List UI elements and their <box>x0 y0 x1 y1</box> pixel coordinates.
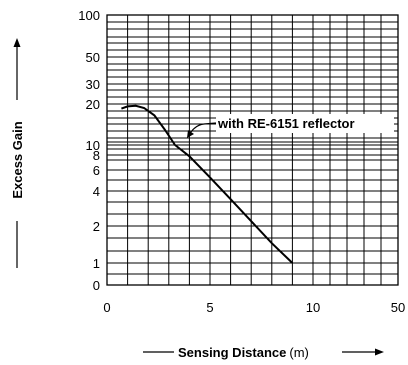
annotation-pointer <box>187 122 217 138</box>
y-tick-label: 50 <box>86 50 100 65</box>
y-tick-label: 0 <box>93 278 100 293</box>
x-axis-title-text: Sensing Distance <box>178 345 286 360</box>
annotation-label: with RE-6151 reflector <box>217 116 355 131</box>
y-tick-label: 6 <box>93 163 100 178</box>
x-axis-arrowhead <box>375 348 384 356</box>
y-tick-label: 10 <box>86 138 100 153</box>
y-tick-label: 2 <box>93 219 100 234</box>
y-tick-label: 1 <box>93 256 100 271</box>
x-axis-unit: (m) <box>289 345 309 360</box>
pointer-arrowhead <box>187 130 194 138</box>
x-tick-label: 10 <box>306 300 320 315</box>
y-tick-label: 100 <box>78 8 100 23</box>
x-tick-label: 50 <box>391 300 405 315</box>
y-axis-title: Excess Gain <box>10 121 25 198</box>
y-axis-title-group: Excess Gain <box>10 38 25 268</box>
y-tick-label: 8 <box>93 148 100 163</box>
annotation-label-box <box>216 114 394 133</box>
y-axis-arrowhead <box>13 38 21 47</box>
y-tick-label: 20 <box>86 97 100 112</box>
x-axis-title: Sensing Distance (m) <box>178 345 309 360</box>
plot-frame <box>106 14 399 286</box>
y-tick-label: 4 <box>93 184 100 199</box>
x-tick-label: 0 <box>103 300 110 315</box>
y-tick-label: 30 <box>86 77 100 92</box>
series-line-re-6151 <box>121 104 294 264</box>
x-tick-label: 5 <box>206 300 213 315</box>
x-axis-title-group: Sensing Distance (m) <box>143 345 384 360</box>
pointer-line <box>190 122 217 133</box>
x-tick-labels: 0 5 10 50 <box>103 300 405 315</box>
chart-grid <box>106 14 399 286</box>
